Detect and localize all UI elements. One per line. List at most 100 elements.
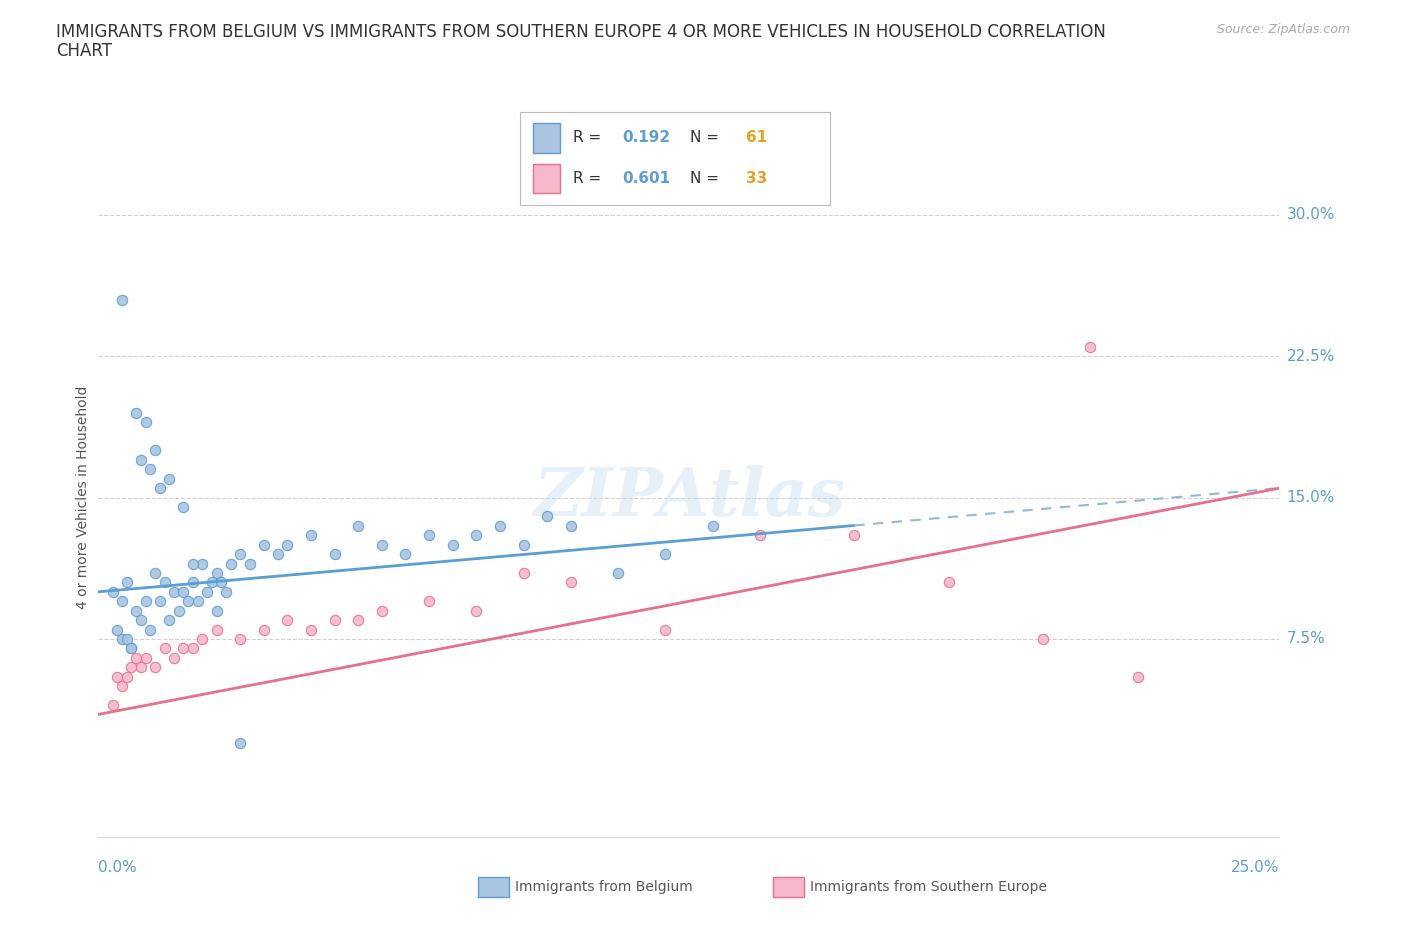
Point bbox=[101, 584, 124, 599]
Point bbox=[129, 452, 152, 467]
FancyBboxPatch shape bbox=[533, 123, 561, 153]
Text: 0.601: 0.601 bbox=[623, 171, 671, 186]
Point bbox=[607, 565, 630, 580]
Text: Source: ZipAtlas.com: Source: ZipAtlas.com bbox=[1216, 23, 1350, 36]
Point bbox=[229, 736, 252, 751]
Point bbox=[323, 547, 346, 562]
Point bbox=[253, 538, 276, 552]
Point bbox=[938, 575, 960, 590]
Point bbox=[143, 660, 166, 675]
Point bbox=[441, 538, 464, 552]
Point bbox=[536, 509, 558, 524]
Text: 61: 61 bbox=[747, 130, 768, 145]
Text: 33: 33 bbox=[747, 171, 768, 186]
Point bbox=[323, 613, 346, 628]
Point bbox=[121, 641, 143, 656]
Point bbox=[418, 528, 440, 543]
Point bbox=[139, 622, 162, 637]
Point bbox=[125, 650, 148, 665]
Point bbox=[181, 641, 204, 656]
Text: N =: N = bbox=[690, 171, 720, 186]
Point bbox=[394, 547, 416, 562]
Point bbox=[209, 575, 232, 590]
Point bbox=[143, 565, 166, 580]
Point bbox=[143, 443, 166, 458]
Point bbox=[1080, 339, 1102, 354]
Point bbox=[105, 622, 128, 637]
Point bbox=[219, 556, 242, 571]
Point bbox=[215, 584, 238, 599]
Point bbox=[101, 698, 124, 712]
Point bbox=[181, 556, 204, 571]
Text: 30.0%: 30.0% bbox=[1286, 207, 1334, 222]
Point bbox=[276, 613, 298, 628]
Point bbox=[191, 631, 214, 646]
Text: Immigrants from Southern Europe: Immigrants from Southern Europe bbox=[810, 880, 1047, 895]
Text: 0.0%: 0.0% bbox=[98, 860, 138, 875]
Point bbox=[201, 575, 224, 590]
Text: IMMIGRANTS FROM BELGIUM VS IMMIGRANTS FROM SOUTHERN EUROPE 4 OR MORE VEHICLES IN: IMMIGRANTS FROM BELGIUM VS IMMIGRANTS FR… bbox=[56, 23, 1107, 41]
Point bbox=[177, 594, 200, 609]
Text: 25.0%: 25.0% bbox=[1232, 860, 1279, 875]
Text: 0.192: 0.192 bbox=[623, 130, 671, 145]
Text: Immigrants from Belgium: Immigrants from Belgium bbox=[515, 880, 692, 895]
Point bbox=[205, 604, 228, 618]
Point bbox=[149, 594, 172, 609]
Point bbox=[205, 565, 228, 580]
Text: R =: R = bbox=[572, 130, 600, 145]
Point bbox=[512, 538, 534, 552]
Point bbox=[229, 631, 252, 646]
Point bbox=[347, 518, 370, 533]
Point bbox=[111, 679, 134, 694]
Point bbox=[1032, 631, 1054, 646]
Point bbox=[135, 415, 157, 430]
Point bbox=[157, 613, 180, 628]
Point bbox=[121, 641, 143, 656]
Point bbox=[115, 631, 138, 646]
Point bbox=[748, 528, 770, 543]
Point bbox=[121, 660, 143, 675]
Point bbox=[125, 405, 148, 420]
Point bbox=[139, 462, 162, 477]
Point bbox=[135, 594, 157, 609]
Point bbox=[371, 604, 394, 618]
Point bbox=[654, 547, 676, 562]
Point bbox=[1126, 670, 1149, 684]
Point bbox=[187, 594, 209, 609]
Point bbox=[253, 622, 276, 637]
Point bbox=[267, 547, 290, 562]
Point bbox=[205, 622, 228, 637]
Text: N =: N = bbox=[690, 130, 720, 145]
FancyBboxPatch shape bbox=[533, 164, 561, 193]
Point bbox=[844, 528, 866, 543]
Point bbox=[111, 292, 134, 307]
Point bbox=[157, 472, 180, 486]
Point bbox=[418, 594, 440, 609]
Point bbox=[153, 641, 176, 656]
Point bbox=[299, 528, 322, 543]
Point bbox=[191, 556, 214, 571]
Point bbox=[229, 547, 252, 562]
Point bbox=[512, 565, 534, 580]
Point bbox=[181, 575, 204, 590]
Point bbox=[149, 481, 172, 496]
Point bbox=[702, 518, 724, 533]
Point bbox=[163, 584, 186, 599]
Text: ZIPAtlas: ZIPAtlas bbox=[533, 465, 845, 530]
Point bbox=[153, 575, 176, 590]
Point bbox=[111, 594, 134, 609]
Point bbox=[465, 528, 488, 543]
Point bbox=[654, 622, 676, 637]
Point bbox=[167, 604, 190, 618]
Point bbox=[129, 613, 152, 628]
Point bbox=[163, 650, 186, 665]
Point bbox=[115, 670, 138, 684]
Text: 7.5%: 7.5% bbox=[1286, 631, 1326, 646]
Point bbox=[195, 584, 218, 599]
Point bbox=[299, 622, 322, 637]
Text: 15.0%: 15.0% bbox=[1286, 490, 1334, 505]
Text: R =: R = bbox=[572, 171, 600, 186]
Point bbox=[371, 538, 394, 552]
Point bbox=[489, 518, 512, 533]
Point bbox=[560, 575, 582, 590]
